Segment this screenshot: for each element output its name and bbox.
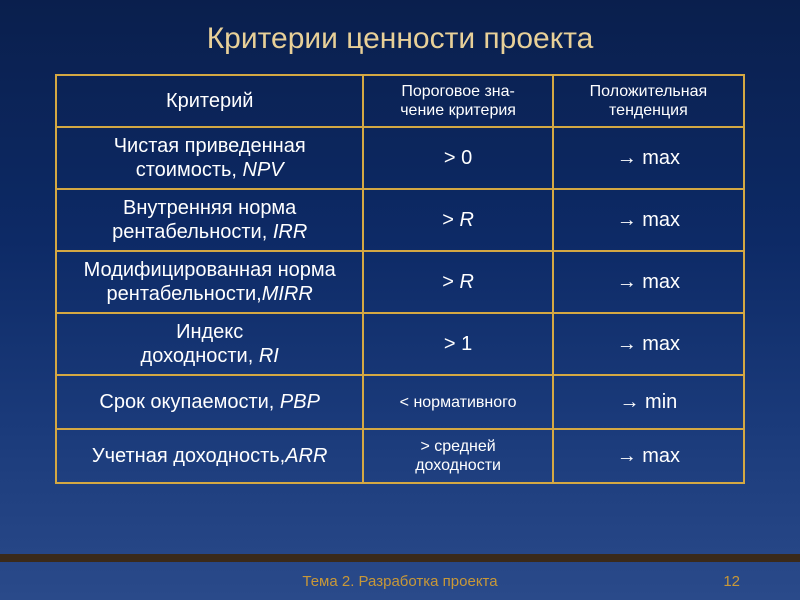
- page-number: 12: [723, 573, 740, 590]
- header-criterion: Критерий: [56, 75, 363, 127]
- cell-tendency: → min: [553, 375, 744, 429]
- table-row: Срок окупаемости, PBP < нормативного → m…: [56, 375, 744, 429]
- cell-threshold: > 0: [363, 127, 552, 189]
- cell-threshold: > R: [363, 189, 552, 251]
- slide-title: Критерии ценности проекта: [0, 0, 800, 74]
- footer-text: Тема 2. Разработка проекта: [0, 573, 800, 590]
- cell-criterion: Внутренняя норма рентабельности, IRR: [56, 189, 363, 251]
- cell-criterion: Индекс доходности, RI: [56, 313, 363, 375]
- cell-tendency: → max: [553, 313, 744, 375]
- footer-divider: [0, 554, 800, 562]
- cell-tendency: → max: [553, 127, 744, 189]
- criteria-table: Критерий Пороговое зна- чение критерия П…: [55, 74, 745, 484]
- table-row: Учетная доходность,ARR > средней доходно…: [56, 429, 744, 483]
- cell-threshold: > 1: [363, 313, 552, 375]
- cell-tendency: → max: [553, 251, 744, 313]
- cell-threshold: > R: [363, 251, 552, 313]
- cell-threshold: < нормативного: [363, 375, 552, 429]
- cell-criterion: Чистая приведенная стоимость, NPV: [56, 127, 363, 189]
- table-row: Внутренняя норма рентабельности, IRR > R…: [56, 189, 744, 251]
- table-row: Модифицированная норма рентабельности,MI…: [56, 251, 744, 313]
- cell-criterion: Модифицированная норма рентабельности,MI…: [56, 251, 363, 313]
- cell-criterion: Срок окупаемости, PBP: [56, 375, 363, 429]
- cell-threshold: > средней доходности: [363, 429, 552, 483]
- cell-criterion: Учетная доходность,ARR: [56, 429, 363, 483]
- table-row: Индекс доходности, RI > 1 → max: [56, 313, 744, 375]
- slide: Критерии ценности проекта Критерий Порог…: [0, 0, 800, 600]
- table-row: Чистая приведенная стоимость, NPV > 0 → …: [56, 127, 744, 189]
- cell-tendency: → max: [553, 429, 744, 483]
- header-tendency: Положительная тенденция: [553, 75, 744, 127]
- table-header-row: Критерий Пороговое зна- чение критерия П…: [56, 75, 744, 127]
- header-threshold: Пороговое зна- чение критерия: [363, 75, 552, 127]
- cell-tendency: → max: [553, 189, 744, 251]
